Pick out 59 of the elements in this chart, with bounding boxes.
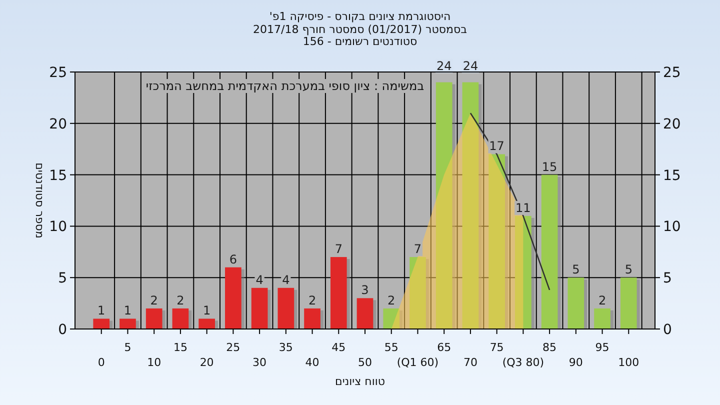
y-axis-title: מספר סטודנטים	[33, 162, 46, 238]
x-tick-label: 35	[278, 341, 293, 354]
data-label: 2	[176, 293, 184, 308]
data-label: 6	[229, 252, 237, 266]
data-label: 1	[203, 304, 211, 318]
y-tick-label: 25	[49, 65, 67, 81]
y-tick-label: 0	[58, 322, 67, 338]
data-label: 15	[542, 160, 558, 174]
x-tick-label: 30	[252, 356, 267, 369]
x-tick-label: 70	[463, 356, 478, 369]
x-tick-label: 85	[542, 341, 557, 354]
x-tick-label: 40	[305, 356, 320, 369]
chart-title: היסטוגרמת ציונים בקורס - פיסיקה 1פ'	[269, 10, 451, 23]
data-label: 11	[516, 200, 531, 215]
data-label: 4	[282, 272, 290, 287]
data-label: 24	[462, 59, 478, 73]
annotation: במשימה : ציון סופי במערכת האקדמית במחשב המרכזי	[146, 79, 424, 93]
data-label: 2	[308, 293, 316, 308]
x-tick-label: 50	[358, 356, 372, 369]
x-tick-label: 25	[226, 341, 240, 354]
x-tick-label: 20	[200, 356, 214, 369]
x-tick-label: 95	[595, 341, 610, 354]
data-label: 2	[150, 293, 158, 308]
data-label: 4	[256, 272, 264, 287]
y-tick-label: 5	[58, 270, 67, 287]
data-label: 5	[572, 262, 580, 277]
data-label: 1	[98, 304, 106, 318]
y2-tick-label: 0	[663, 322, 672, 338]
x-tick-label: 100	[618, 356, 640, 369]
chart-subtitle: בסמסטר (01/2017) סמסטר חורף 2017/18 סטודנטים רשומים - 156	[253, 23, 467, 48]
data-label: 3	[361, 283, 369, 298]
y2-tick-label: 25	[663, 65, 681, 81]
data-label: 24	[436, 59, 452, 73]
y-tick-label: 15	[49, 168, 67, 184]
data-label: 7	[334, 242, 342, 256]
x-tick-label: 55	[384, 341, 398, 354]
x-tick-label: 75	[490, 341, 504, 354]
y2-tick-label: 20	[663, 116, 681, 132]
x-tick-label: 0	[98, 356, 105, 369]
x-tick-label: (Q1 60)	[396, 356, 439, 369]
data-label: 17	[489, 139, 504, 154]
data-label: 5	[624, 262, 632, 277]
y2-tick-label: 5	[663, 270, 672, 287]
x-tick-label: (Q3 80)	[502, 356, 544, 369]
x-axis-title: טווח ציונים	[335, 375, 385, 388]
data-label: 1	[124, 304, 132, 318]
x-tick-label: 45	[332, 341, 346, 354]
x-tick-label: 65	[437, 341, 452, 354]
y-tick-label: 20	[49, 116, 67, 132]
data-label: 2	[388, 293, 396, 308]
x-tick-label: 15	[173, 341, 188, 354]
y2-tick-label: 10	[663, 219, 681, 236]
y2-tick-label: 15	[663, 168, 681, 184]
y-tick-label: 10	[49, 219, 67, 236]
data-label: 2	[598, 293, 606, 308]
x-tick-label: 10	[147, 356, 162, 369]
data-label: 7	[414, 242, 422, 256]
x-tick-label: 90	[568, 356, 583, 369]
x-tick-label: 5	[124, 341, 132, 354]
